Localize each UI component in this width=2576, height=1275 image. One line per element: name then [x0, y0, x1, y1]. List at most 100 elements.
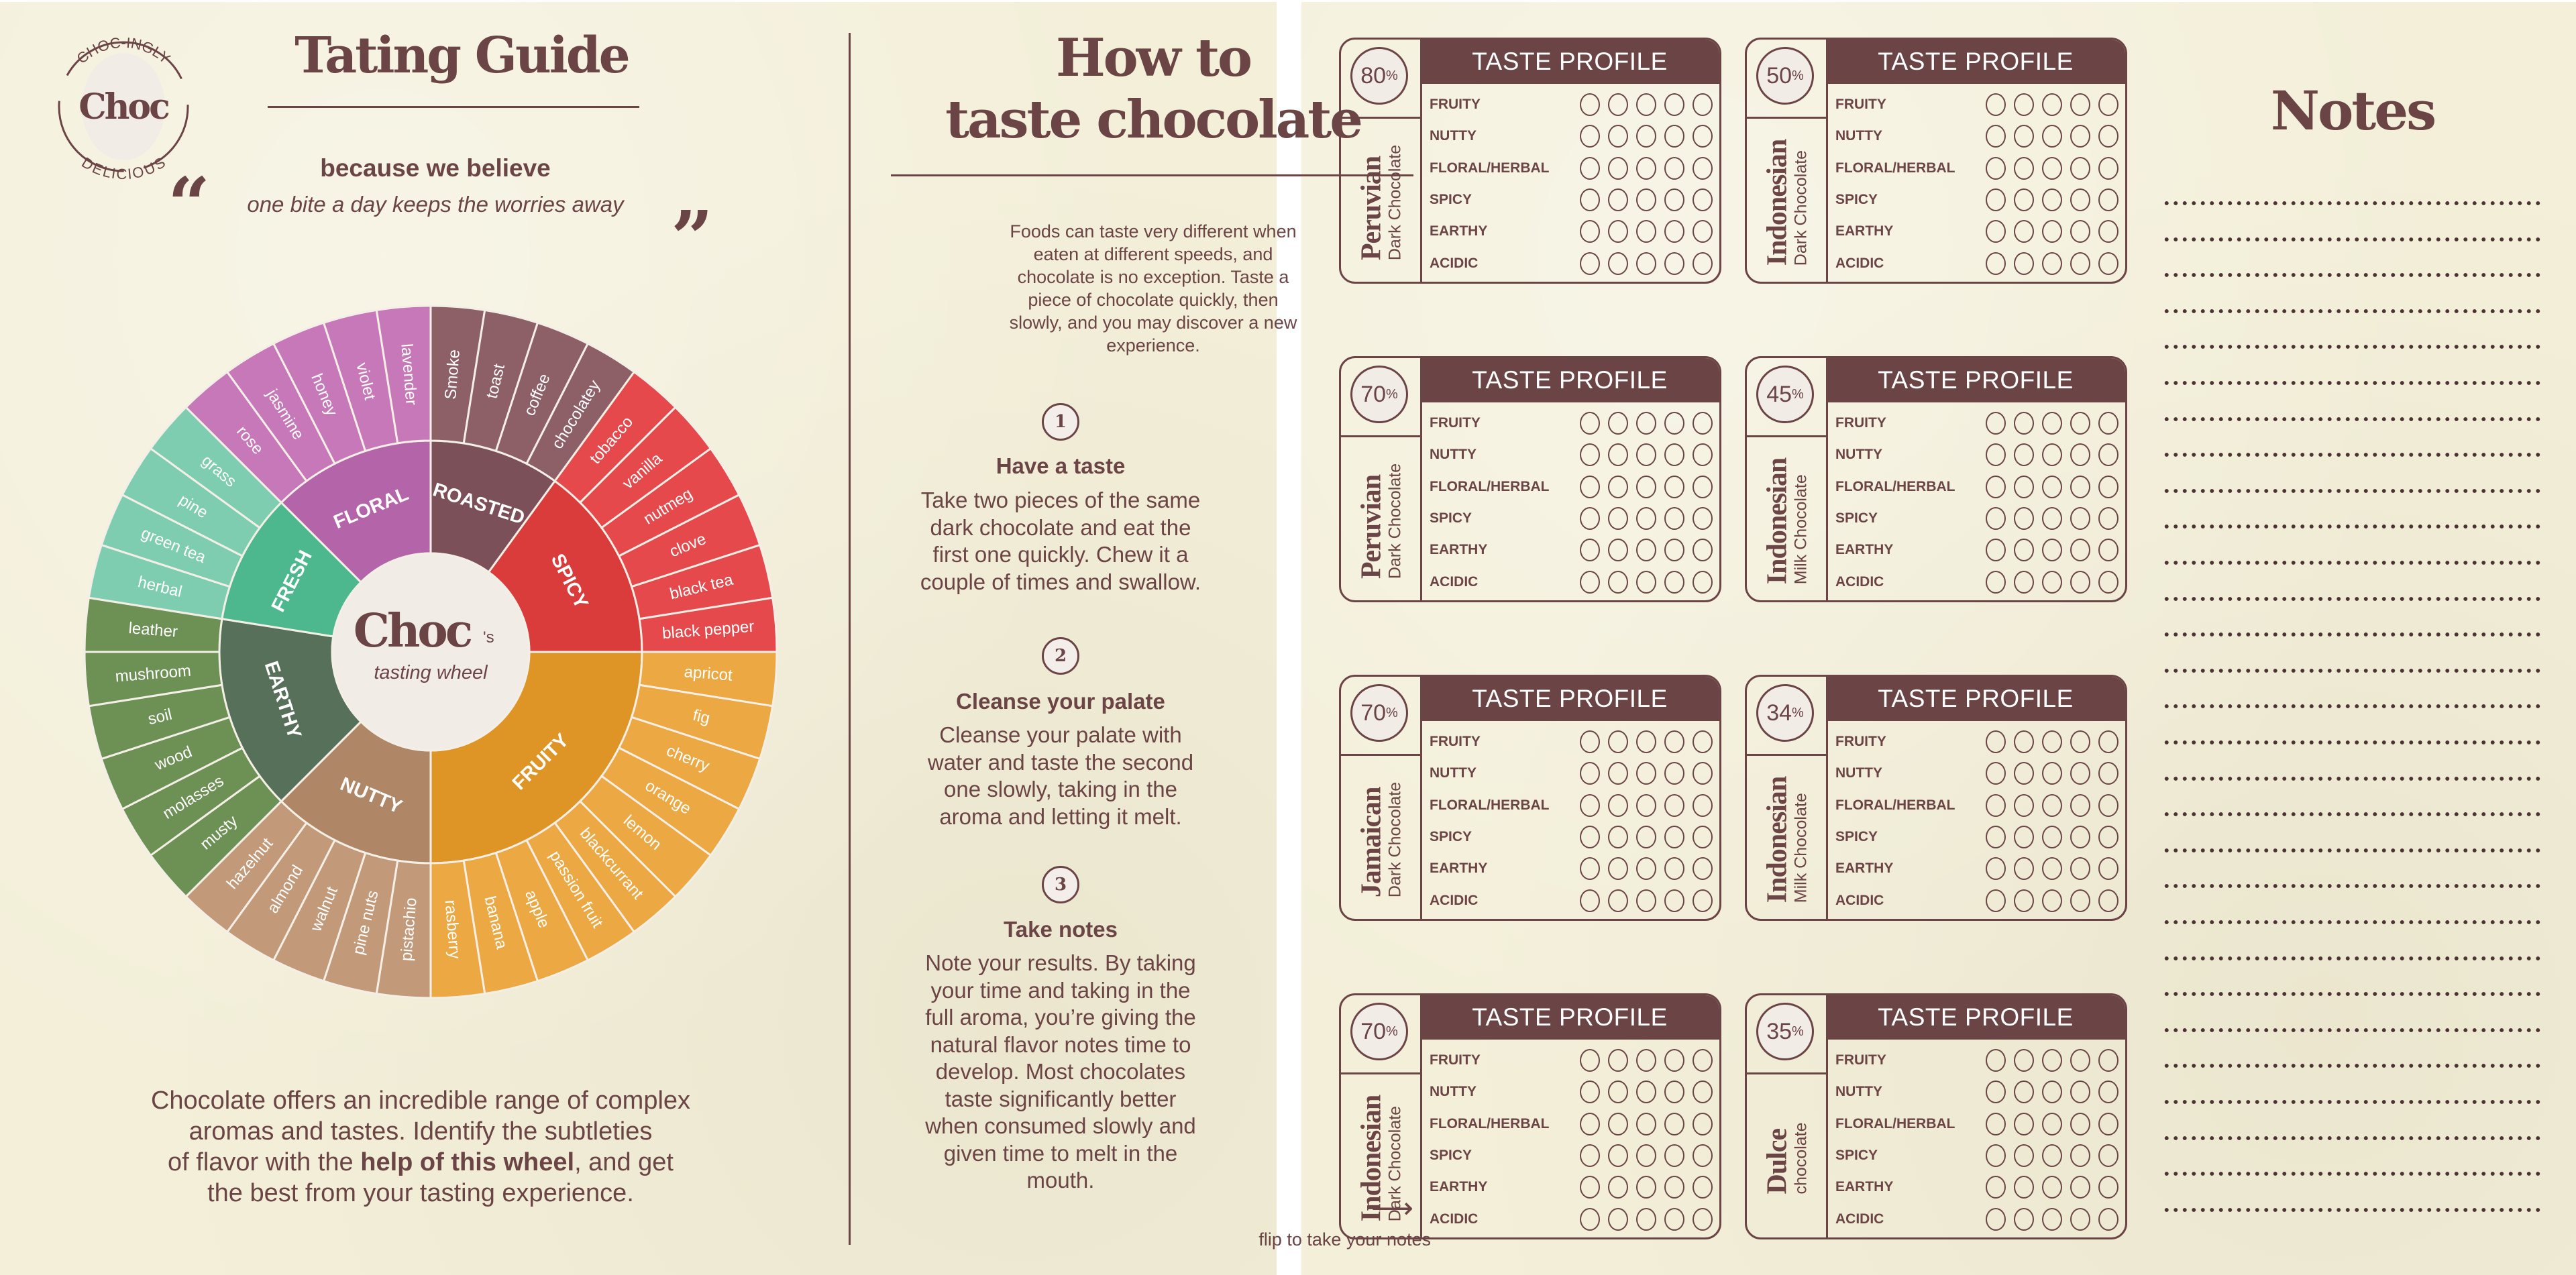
rating-circle[interactable]: [1636, 220, 1656, 243]
rating-circle[interactable]: [1636, 443, 1656, 467]
notes-writing-line[interactable]: [2162, 632, 2543, 638]
rating-circle[interactable]: [2042, 252, 2062, 275]
rating-circle[interactable]: [2042, 93, 2062, 116]
rating-circle[interactable]: [2014, 412, 2034, 435]
rating-circle[interactable]: [1580, 730, 1600, 753]
rating-circle[interactable]: [1693, 539, 1713, 562]
rating-circle[interactable]: [2042, 857, 2062, 881]
notes-writing-line[interactable]: [2162, 236, 2543, 242]
rating-circle[interactable]: [1693, 1144, 1713, 1167]
notes-writing-line[interactable]: [2162, 524, 2543, 530]
rating-circle[interactable]: [1664, 539, 1684, 562]
notes-writing-line[interactable]: [2162, 883, 2543, 889]
rating-circle[interactable]: [1608, 825, 1628, 848]
rating-circle[interactable]: [1664, 252, 1684, 275]
rating-circle[interactable]: [2070, 506, 2090, 530]
rating-circle[interactable]: [1608, 539, 1628, 562]
rating-circle[interactable]: [2070, 762, 2090, 785]
rating-circle[interactable]: [2042, 125, 2062, 148]
notes-writing-line[interactable]: [2162, 847, 2543, 853]
rating-circle[interactable]: [1664, 570, 1684, 594]
rating-circle[interactable]: [1664, 1176, 1684, 1199]
rating-circle[interactable]: [1608, 1207, 1628, 1231]
rating-circle[interactable]: [2098, 889, 2118, 912]
rating-circle[interactable]: [1986, 188, 2006, 211]
rating-circle[interactable]: [2098, 1176, 2118, 1199]
rating-circle[interactable]: [1664, 1049, 1684, 1072]
rating-circle[interactable]: [1580, 506, 1600, 530]
rating-circle[interactable]: [1693, 220, 1713, 243]
rating-circle[interactable]: [2014, 156, 2034, 180]
rating-circle[interactable]: [1608, 1080, 1628, 1104]
rating-circle[interactable]: [1693, 506, 1713, 530]
rating-circle[interactable]: [2098, 1207, 2118, 1231]
rating-circle[interactable]: [2014, 1176, 2034, 1199]
rating-circle[interactable]: [2070, 793, 2090, 817]
rating-circle[interactable]: [1636, 1049, 1656, 1072]
rating-circle[interactable]: [1636, 475, 1656, 498]
rating-circle[interactable]: [1636, 1080, 1656, 1104]
rating-circle[interactable]: [1636, 825, 1656, 848]
rating-circle[interactable]: [2014, 1049, 2034, 1072]
rating-circle[interactable]: [1608, 220, 1628, 243]
rating-circle[interactable]: [1693, 188, 1713, 211]
rating-circle[interactable]: [1608, 188, 1628, 211]
notes-writing-line[interactable]: [2162, 452, 2543, 458]
notes-writing-line[interactable]: [2162, 1135, 2543, 1141]
rating-circle[interactable]: [1986, 762, 2006, 785]
rating-circle[interactable]: [1580, 220, 1600, 243]
rating-circle[interactable]: [1664, 188, 1684, 211]
rating-circle[interactable]: [1580, 1049, 1600, 1072]
rating-circle[interactable]: [1580, 156, 1600, 180]
rating-circle[interactable]: [2014, 252, 2034, 275]
rating-circle[interactable]: [2070, 252, 2090, 275]
rating-circle[interactable]: [1693, 1049, 1713, 1072]
rating-circle[interactable]: [1580, 793, 1600, 817]
rating-circle[interactable]: [1693, 1080, 1713, 1104]
rating-circle[interactable]: [2042, 506, 2062, 530]
rating-circle[interactable]: [1636, 730, 1656, 753]
rating-circle[interactable]: [2098, 1144, 2118, 1167]
rating-circle[interactable]: [2098, 730, 2118, 753]
rating-circle[interactable]: [1986, 1144, 2006, 1167]
rating-circle[interactable]: [2098, 793, 2118, 817]
rating-circle[interactable]: [1580, 412, 1600, 435]
rating-circle[interactable]: [2098, 506, 2118, 530]
rating-circle[interactable]: [1580, 1176, 1600, 1199]
rating-circle[interactable]: [1608, 93, 1628, 116]
rating-circle[interactable]: [1693, 762, 1713, 785]
rating-circle[interactable]: [1693, 570, 1713, 594]
notes-writing-line[interactable]: [2162, 1027, 2543, 1033]
rating-circle[interactable]: [2070, 570, 2090, 594]
rating-circle[interactable]: [2070, 1207, 2090, 1231]
notes-writing-line[interactable]: [2162, 667, 2543, 673]
rating-circle[interactable]: [1608, 475, 1628, 498]
rating-circle[interactable]: [2042, 825, 2062, 848]
rating-circle[interactable]: [2014, 220, 2034, 243]
rating-circle[interactable]: [2042, 1112, 2062, 1135]
rating-circle[interactable]: [2098, 156, 2118, 180]
rating-circle[interactable]: [1636, 506, 1656, 530]
rating-circle[interactable]: [1664, 156, 1684, 180]
rating-circle[interactable]: [1608, 1112, 1628, 1135]
rating-circle[interactable]: [2098, 825, 2118, 848]
rating-circle[interactable]: [1608, 506, 1628, 530]
rating-circle[interactable]: [1636, 889, 1656, 912]
rating-circle[interactable]: [1636, 1112, 1656, 1135]
rating-circle[interactable]: [1693, 1176, 1713, 1199]
rating-circle[interactable]: [1608, 889, 1628, 912]
rating-circle[interactable]: [2070, 412, 2090, 435]
rating-circle[interactable]: [1580, 188, 1600, 211]
notes-writing-line[interactable]: [2162, 775, 2543, 781]
rating-circle[interactable]: [1986, 220, 2006, 243]
rating-circle[interactable]: [1986, 156, 2006, 180]
notes-writing-line[interactable]: [2162, 1171, 2543, 1177]
rating-circle[interactable]: [1608, 570, 1628, 594]
rating-circle[interactable]: [1986, 570, 2006, 594]
rating-circle[interactable]: [1693, 793, 1713, 817]
rating-circle[interactable]: [2042, 889, 2062, 912]
rating-circle[interactable]: [1664, 1144, 1684, 1167]
rating-circle[interactable]: [2070, 156, 2090, 180]
rating-circle[interactable]: [1636, 762, 1656, 785]
rating-circle[interactable]: [2098, 443, 2118, 467]
